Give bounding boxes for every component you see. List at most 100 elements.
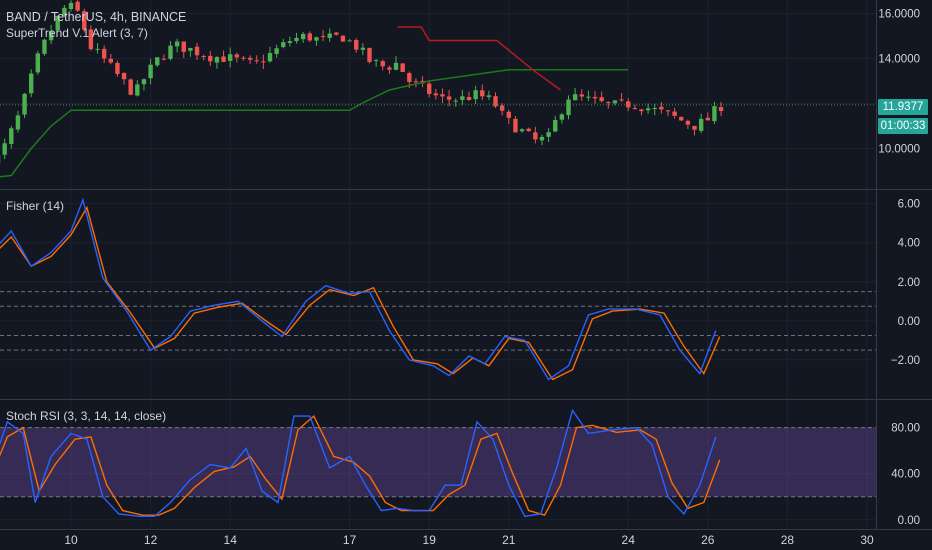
x-tick-label: 24: [622, 533, 636, 547]
candle-body: [433, 93, 439, 96]
candle-body: [639, 109, 644, 112]
axis-labels: 1012141719212426283010.000012.000014.000…: [64, 9, 920, 548]
candle-body: [307, 33, 312, 41]
candle-body: [612, 100, 618, 104]
candle-body: [194, 46, 200, 56]
chart-grid: [0, 0, 876, 529]
candle-body: [473, 90, 478, 100]
candle-body: [619, 99, 624, 101]
stoch-y-tick-label: 0.00: [898, 515, 920, 527]
candle-body: [35, 53, 41, 73]
candle-body: [718, 107, 724, 112]
candle-body: [566, 99, 571, 116]
candle-body: [393, 62, 399, 70]
candle-body: [652, 107, 657, 109]
candle-body: [659, 106, 664, 110]
candle-body: [261, 61, 266, 63]
candle-body: [553, 119, 558, 132]
fisher-y-tick-label: 2.00: [898, 277, 920, 289]
price-y-tick-label: 14.0000: [878, 54, 920, 66]
x-tick-label: 30: [860, 533, 874, 547]
last-price-tag: 11.9377: [878, 99, 928, 115]
candle-body: [559, 114, 565, 120]
supertrend-legend[interactable]: SuperTrend V.1 Alert (3, 7): [6, 26, 148, 40]
candle-body: [314, 37, 319, 41]
fisher-line: [0, 197, 717, 381]
candle-body: [42, 39, 47, 54]
fisher-y-tick-label: 6.00: [898, 199, 920, 211]
candle-body: [320, 36, 326, 38]
price-y-tick-label: 16.0000: [878, 9, 920, 21]
candle-body: [267, 52, 273, 62]
candle-body: [539, 136, 545, 141]
candle-body: [115, 62, 120, 75]
candle-body: [526, 128, 531, 132]
candle-body: [679, 116, 684, 121]
candle-body: [334, 32, 339, 35]
candle-body: [387, 67, 392, 70]
fisher-y-tick-label: −2.00: [891, 355, 920, 367]
candle-body: [347, 40, 352, 42]
candle-body: [672, 111, 677, 116]
candle-body: [665, 110, 671, 112]
stoch-rsi-pane[interactable]: [0, 408, 876, 518]
stoch-rsi-legend[interactable]: Stoch RSI (3, 3, 14, 14, close): [6, 409, 167, 423]
price-y-tick-label: 10.0000: [878, 144, 920, 156]
stoch-y-tick-label: 40.00: [891, 469, 920, 481]
candle-body: [446, 96, 452, 100]
candle-body: [685, 120, 691, 125]
candle-body: [692, 125, 697, 130]
candle-body: [254, 60, 259, 62]
candle-body: [68, 2, 74, 10]
candle-body: [161, 58, 167, 60]
candle-body: [632, 107, 638, 109]
candle-body: [201, 56, 206, 58]
x-tick-label: 21: [502, 533, 516, 547]
symbol-title[interactable]: BAND / TetherUS, 4h, BINANCE: [6, 10, 187, 24]
candle-body: [2, 143, 7, 155]
candle-body: [546, 132, 551, 137]
x-tick-label: 26: [701, 533, 715, 547]
candle-body: [88, 29, 94, 50]
x-tick-label: 14: [224, 533, 238, 547]
fisher-legend[interactable]: Fisher (14): [6, 199, 65, 213]
price-pane[interactable]: [0, 0, 876, 178]
candle-body: [440, 94, 445, 97]
candle-body: [705, 117, 710, 121]
candle-body: [247, 57, 253, 60]
candle-body: [141, 79, 147, 85]
candle-body: [327, 33, 332, 38]
candle-body: [155, 57, 160, 66]
x-tick-label: 17: [343, 533, 357, 547]
candle-body: [234, 54, 240, 58]
candle-body: [480, 90, 485, 97]
candle-body: [148, 64, 153, 79]
stoch-d-line: [0, 414, 721, 517]
candle-body: [712, 106, 717, 122]
candle-body: [413, 81, 419, 83]
candle-body: [15, 115, 21, 130]
candle-body: [533, 132, 538, 140]
candle-body: [121, 73, 127, 80]
candle-body: [214, 57, 220, 63]
candle-body: [29, 73, 34, 94]
candle-body: [340, 35, 346, 42]
candle-body: [380, 61, 385, 67]
candle-body: [360, 47, 366, 50]
candle-body: [466, 96, 472, 101]
candle-body: [373, 60, 379, 62]
countdown-tag: 01:00:33: [878, 118, 928, 134]
candle-body: [453, 100, 458, 102]
candle-body: [572, 94, 578, 101]
fisher-pane[interactable]: [0, 197, 876, 381]
candle-body: [48, 31, 54, 41]
candle-body: [427, 83, 432, 94]
candle-body: [354, 39, 359, 50]
x-tick-label: 28: [781, 533, 795, 547]
candle-body: [599, 97, 604, 102]
candle-body: [586, 96, 591, 98]
candle-body: [519, 129, 525, 132]
stoch-rsi-band: [0, 427, 876, 497]
